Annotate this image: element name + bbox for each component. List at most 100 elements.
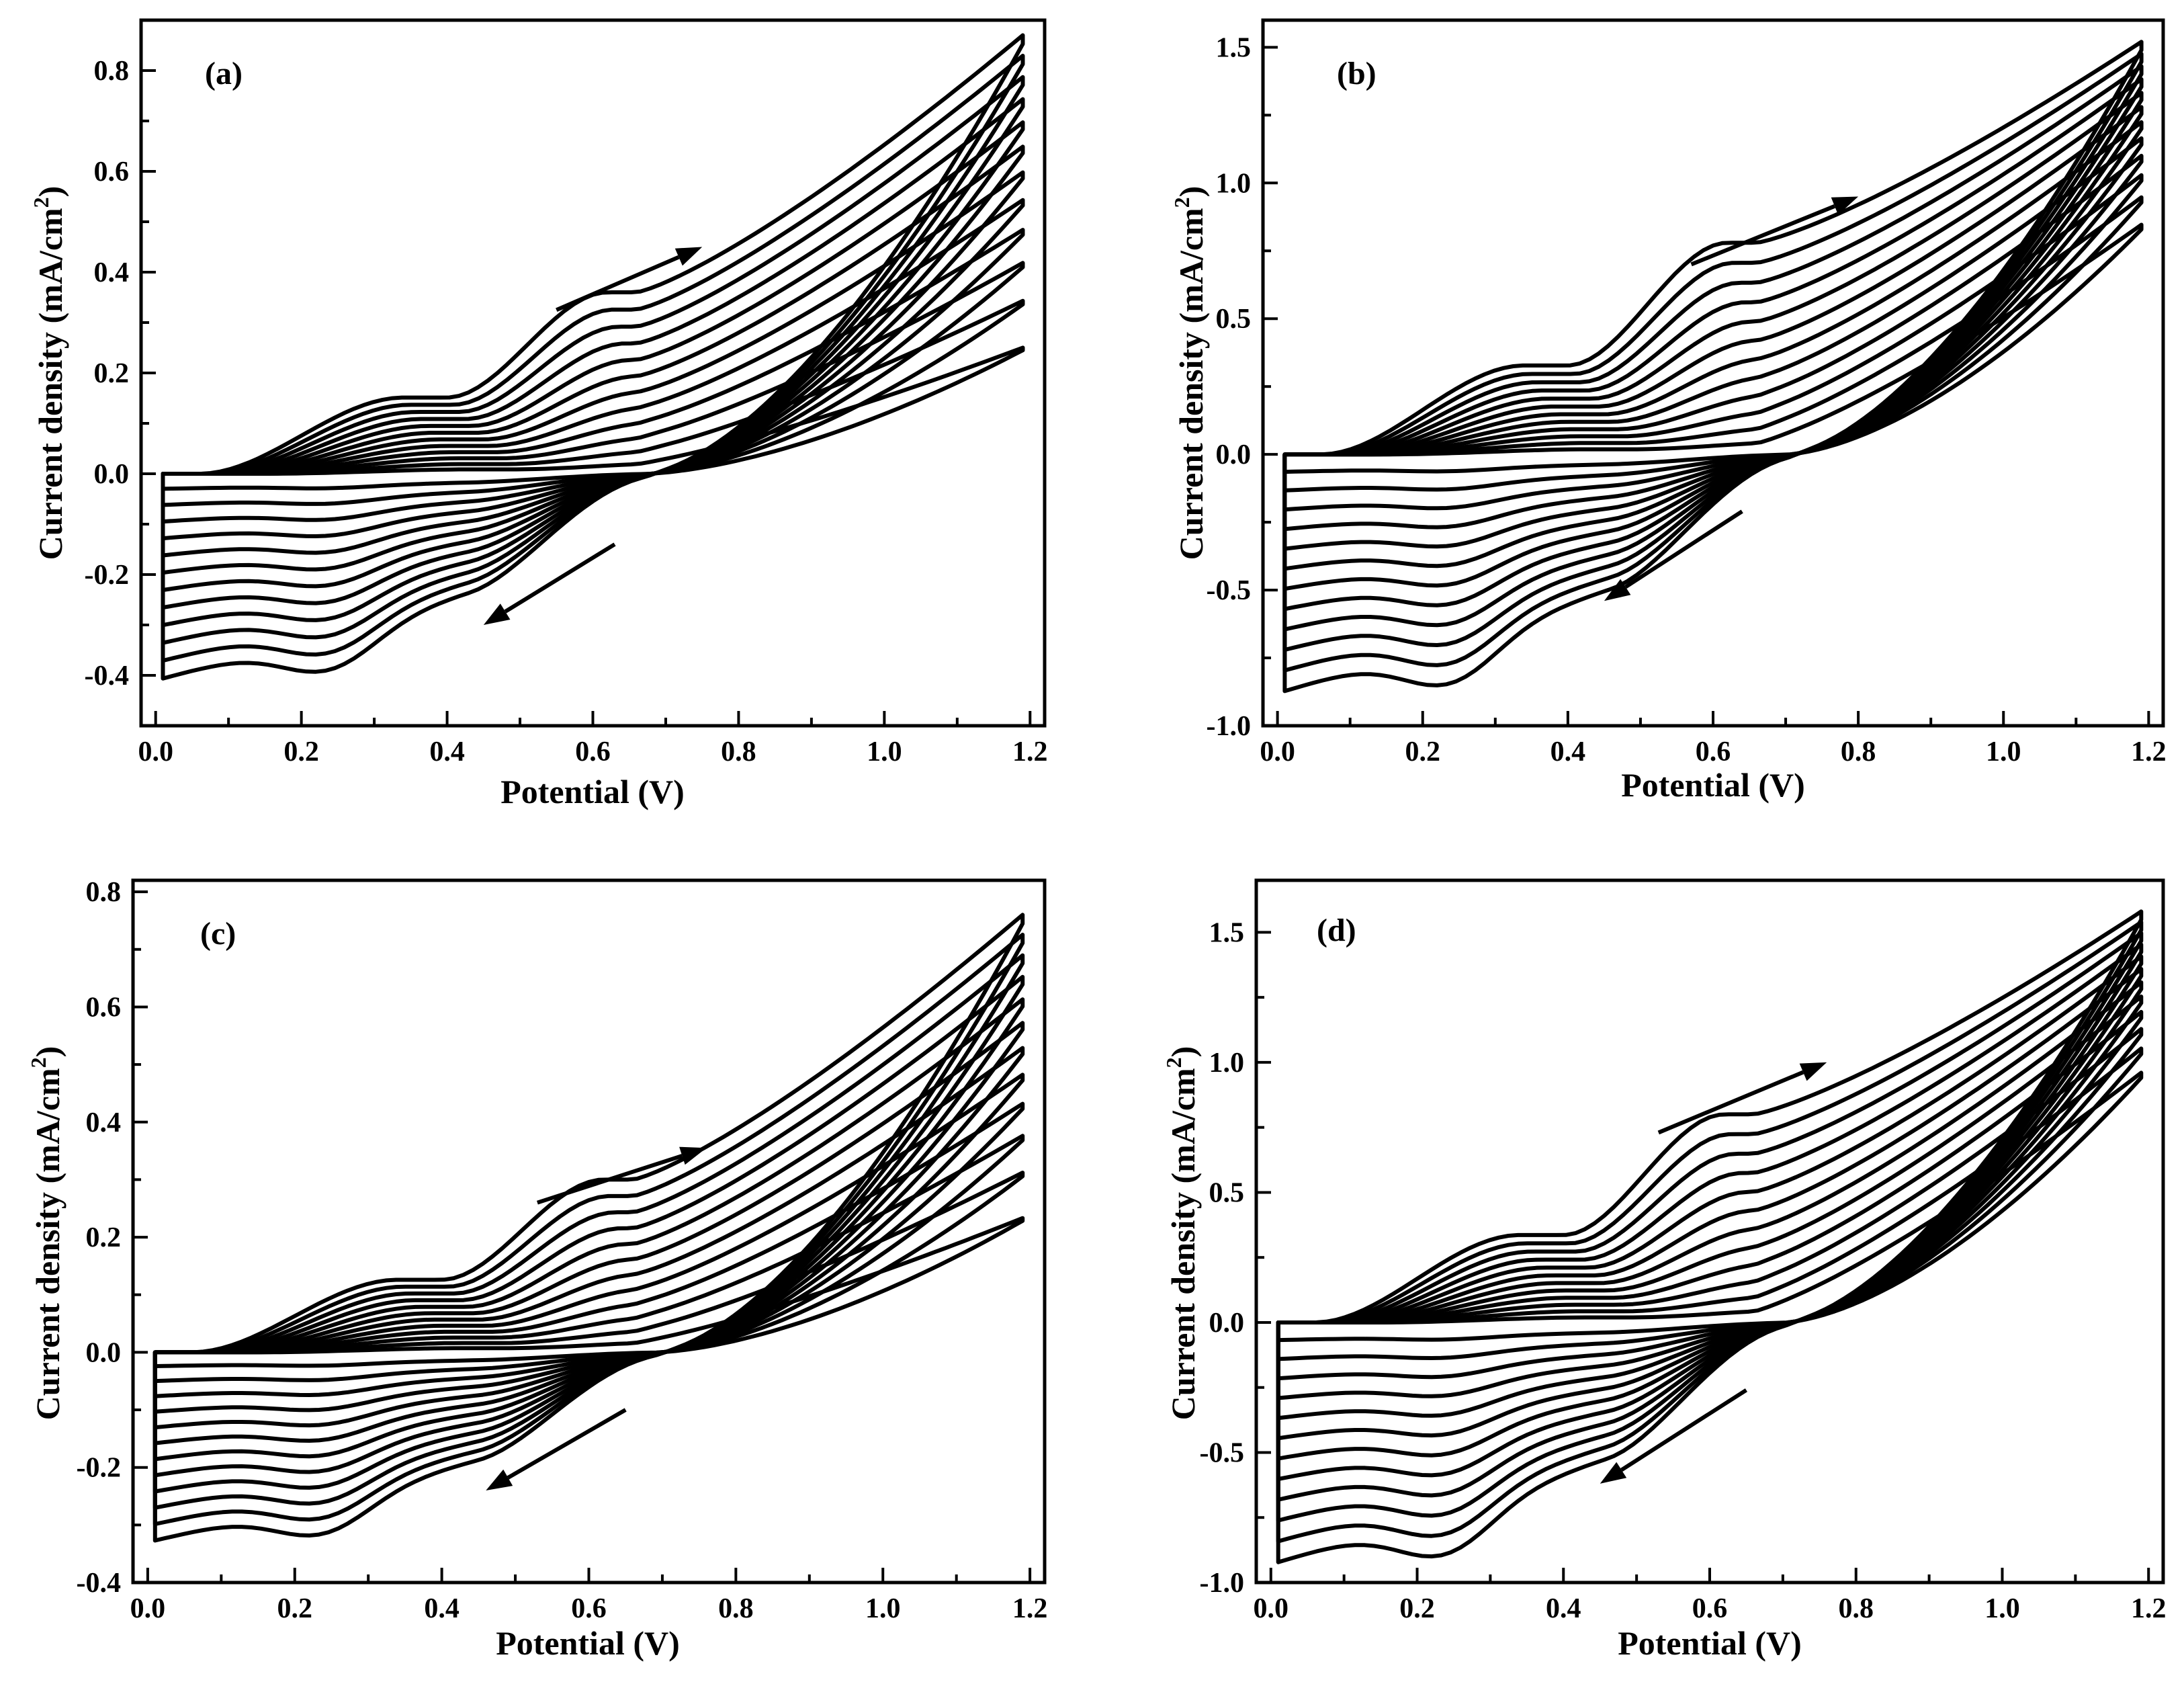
y-tick-label: -1.0 — [1207, 711, 1252, 742]
y-tick-label: 0.0 — [1209, 1308, 1245, 1339]
cv-curve-5 — [1276, 995, 2144, 1421]
plot-frame — [1254, 878, 2165, 1585]
y-tick-label: 0.2 — [86, 1222, 122, 1253]
x-tick-label: 0.2 — [1399, 1593, 1435, 1624]
y-tick-label: -0.2 — [77, 1453, 122, 1484]
x-tick-label: 0.0 — [138, 736, 173, 767]
cv-curve-6 — [161, 170, 1025, 575]
x-tick-label: 0.8 — [721, 736, 756, 767]
x-tick-label: 0.8 — [1841, 736, 1876, 767]
panel-label: (d) — [1317, 913, 1356, 948]
cv-curve-8 — [1282, 91, 2144, 612]
panel-c: 0.0 0.2 0.4 0.6 0.8 1.0 1.2 -0.4 -0.2 0.0 0.2 0.4 0.… — [26, 877, 1047, 1662]
y-tick-label: 1.0 — [1209, 1048, 1245, 1079]
cv-curve-12 — [1282, 40, 2144, 693]
cv-curve-7 — [161, 144, 1025, 592]
cv-curves — [152, 913, 1025, 1543]
anodic-arrow-head — [679, 1146, 707, 1165]
y-axis-title: Current density (mA/cm2) — [26, 1046, 67, 1421]
cathodic-arrow-head — [486, 1469, 513, 1490]
y-axis-title: Current density (mA/cm2) — [1162, 1046, 1202, 1421]
y-axis-title-sup: 2 — [1162, 1057, 1186, 1068]
y-tick-label: 0.8 — [94, 56, 130, 87]
y-axis-title-close: ) — [32, 186, 69, 198]
y-axis-title-close: ) — [29, 1046, 67, 1058]
x-axis-title: Potential (V) — [500, 773, 685, 810]
y-tick-label: 1.5 — [1209, 917, 1245, 948]
y-axis-title: Current density (mA/cm2) — [1170, 186, 1210, 560]
anodic-arrow-head — [674, 247, 703, 266]
cv-curve-4 — [152, 1101, 1025, 1414]
y-tick-label: 0.8 — [86, 877, 122, 908]
axis-ticks: 0.0 0.2 0.4 0.6 0.8 1.0 1.2 -1.0 -0.5 0.0 0.5 1.0 1.… — [1200, 917, 2167, 1624]
x-tick-label: 1.0 — [867, 736, 902, 767]
x-tick-label: 0.4 — [429, 736, 465, 767]
cv-curve-10 — [161, 75, 1025, 645]
scan-arrows — [1600, 1062, 1827, 1484]
cathodic-arrow-shaft — [507, 1408, 627, 1480]
x-tick-label: 1.2 — [1012, 1593, 1048, 1624]
x-axis-title: Potential (V) — [496, 1624, 680, 1662]
y-tick-label: -0.4 — [85, 661, 130, 691]
y-axis-title-close: ) — [1172, 186, 1210, 198]
cv-curve-2 — [1276, 1046, 2144, 1361]
cv-curve-1 — [1282, 222, 2144, 474]
cv-curve-9 — [152, 974, 1025, 1494]
panel-a: 0.0 0.2 0.4 0.6 0.8 1.0 1.2 -0.4 -0.2 0.0 0.2 0.4 0.… — [29, 18, 1048, 810]
y-tick-label: 0.4 — [94, 257, 130, 288]
x-axis-title: Potential (V) — [1618, 1624, 1802, 1662]
panel-b: 0.0 0.2 0.4 0.6 0.8 1.0 1.2 -1.0 -0.5 0.0 0.5 1.0 1.… — [1170, 18, 2167, 804]
y-tick-label: 0.6 — [94, 157, 130, 187]
axis-ticks: 0.0 0.2 0.4 0.6 0.8 1.0 1.2 -0.4 -0.2 0.0 0.2 0.4 0.… — [85, 56, 1048, 767]
x-axis-title: Potential (V) — [1621, 766, 1805, 804]
cv-curve-1 — [161, 345, 1025, 491]
x-tick-label: 1.0 — [865, 1593, 901, 1624]
axis-ticks: 0.0 0.2 0.4 0.6 0.8 1.0 1.2 -1.0 -0.5 0.0 0.5 1.0 1.… — [1207, 32, 2167, 767]
cv-curve-8 — [161, 120, 1025, 609]
y-axis-title-main: Current density (mA/cm — [32, 208, 69, 560]
cv-curve-10 — [1276, 931, 2144, 1523]
cv-curve-3 — [1276, 1027, 2144, 1381]
cv-curve-7 — [1276, 967, 2144, 1461]
cathodic-arrow-head — [1604, 579, 1631, 601]
cv-curve-6 — [152, 1046, 1025, 1445]
cathodic-arrow-head — [483, 603, 511, 625]
x-tick-label: 1.2 — [2131, 736, 2167, 767]
cv-curve-9 — [1282, 77, 2144, 632]
x-tick-label: 1.2 — [1012, 736, 1048, 767]
x-tick-label: 0.6 — [571, 1593, 607, 1624]
cv-curve-4 — [161, 228, 1025, 541]
x-tick-label: 1.2 — [2131, 1593, 2167, 1624]
cv-curve-3 — [1282, 173, 2144, 512]
cathodic-arrow-shaft — [504, 542, 616, 614]
y-tick-label: 0.5 — [1209, 1177, 1245, 1208]
y-axis-title-sup: 2 — [29, 197, 53, 208]
panel-d: 0.0 0.2 0.4 0.6 0.8 1.0 1.2 -1.0 -0.5 0.0 0.5 1.0 1.… — [1162, 878, 2167, 1662]
y-tick-label: 0.5 — [1216, 304, 1252, 335]
cv-curves — [1276, 909, 2144, 1564]
cv-curve-11 — [1276, 920, 2144, 1544]
y-tick-label: 0.6 — [86, 992, 122, 1023]
cv-curve-6 — [1282, 120, 2144, 571]
cv-curve-11 — [1282, 52, 2144, 673]
cv-curve-3 — [152, 1134, 1025, 1398]
panel-label: (a) — [205, 56, 243, 91]
anodic-arrow-head — [1831, 196, 1859, 215]
cv-curve-11 — [152, 933, 1025, 1526]
x-tick-label: 0.8 — [718, 1593, 754, 1624]
anodic-arrow-shaft — [1690, 204, 1836, 267]
panel-label: (b) — [1337, 56, 1377, 91]
y-tick-label: 0.0 — [1216, 439, 1252, 470]
cv-curve-12 — [161, 33, 1025, 681]
y-axis-title-main: Current density (mA/cm — [29, 1068, 67, 1420]
cv-curve-12 — [152, 913, 1025, 1543]
cv-curve-1 — [152, 1216, 1025, 1368]
cathodic-arrow-shaft — [1620, 1388, 1748, 1472]
plot-frame — [131, 878, 1047, 1585]
y-tick-label: -0.5 — [1207, 575, 1252, 606]
y-axis-title-sup: 2 — [1170, 197, 1194, 208]
cv-curve-2 — [161, 298, 1025, 507]
cv-curve-5 — [161, 198, 1025, 558]
x-tick-label: 0.4 — [424, 1593, 460, 1624]
anodic-arrow-shaft — [556, 255, 680, 312]
